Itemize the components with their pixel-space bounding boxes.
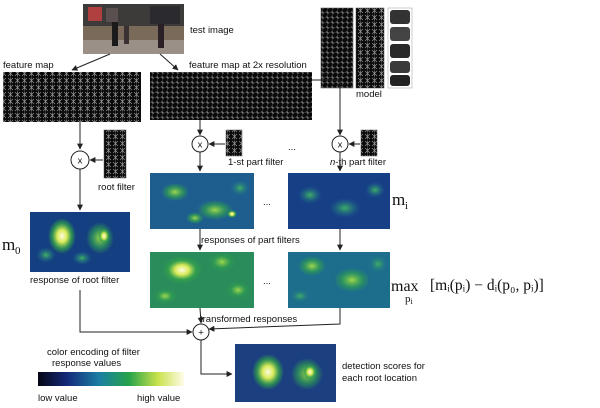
part-responses-label: responses of part filters (201, 235, 300, 246)
partn-filter-label-n: n (330, 157, 335, 168)
part1-filter-label: 1-st part filter (228, 157, 283, 168)
model-label: model (356, 89, 382, 100)
max-formula: [mᵢ(pᵢ) − dᵢ(p₀, pᵢ)] (430, 277, 544, 294)
arrow-partn-transformed-to-sum (208, 308, 341, 332)
part1-transformed-heatmap (150, 252, 254, 308)
mi-symbol: m (392, 190, 405, 209)
ellipsis-filters: ... (288, 142, 296, 153)
partn-transformed-heatmap (288, 252, 390, 308)
feature-map-2x (150, 72, 312, 120)
part1-multiply-symbol: x (198, 140, 203, 151)
arrow-part1-transformed-to-sum (197, 307, 204, 324)
root-response-heatmap (30, 212, 130, 272)
color-encoding-label-line2: response values (52, 358, 121, 369)
root-multiply-symbol: x (78, 156, 83, 167)
test-image-label: test image (190, 25, 234, 36)
color-encoding-bar (38, 372, 184, 386)
part1-filter-thumbnail (225, 129, 243, 157)
arrow-image-to-feature-map-2x (159, 53, 179, 71)
feature-map-label: feature map (3, 60, 54, 71)
high-value-label: high value (137, 393, 180, 404)
max-subscript-index: i (411, 297, 414, 306)
ellipsis-part-responses: ... (263, 197, 271, 208)
partn-filter-thumbnail (360, 129, 378, 157)
arrow-image-to-feature-map (71, 53, 111, 71)
max-operator: max (391, 278, 419, 295)
sum-symbol: + (198, 328, 204, 339)
m0-subscript: 0 (15, 245, 21, 257)
arrow-root-response-to-sum (79, 290, 193, 335)
detection-label-line1: detection scores for (342, 361, 425, 372)
part1-response-heatmap (150, 173, 254, 229)
model-thumbnails (320, 7, 413, 89)
max-subscript-base: p (405, 293, 411, 305)
partn-response-heatmap (288, 173, 390, 229)
partn-multiply-symbol: x (338, 140, 343, 151)
mi-subscript: i (405, 200, 408, 212)
ellipsis-transformed: ... (263, 276, 271, 287)
partn-filter-label-suffix: -th part filter (335, 157, 386, 168)
m0-symbol: m (2, 235, 15, 254)
max-subscript: pi (405, 293, 414, 306)
color-encoding-label-line1: color encoding of filter (47, 347, 140, 358)
root-filter-thumbnail (103, 129, 127, 179)
feature-map (3, 72, 141, 122)
detection-scores-heatmap (235, 344, 336, 402)
arrow-sum-to-detection (200, 340, 233, 377)
root-filter-label: root filter (98, 182, 135, 193)
transformed-responses-label: transformed responses (200, 314, 297, 325)
feature-map-2x-label: feature map at 2x resolution (189, 60, 307, 71)
low-value-label: low value (38, 393, 78, 404)
test-image (83, 4, 184, 54)
partn-filter-label: n-th part filter (330, 157, 386, 168)
root-response-label: response of root filter (30, 275, 119, 286)
detection-label-line2: each root location (342, 373, 417, 384)
